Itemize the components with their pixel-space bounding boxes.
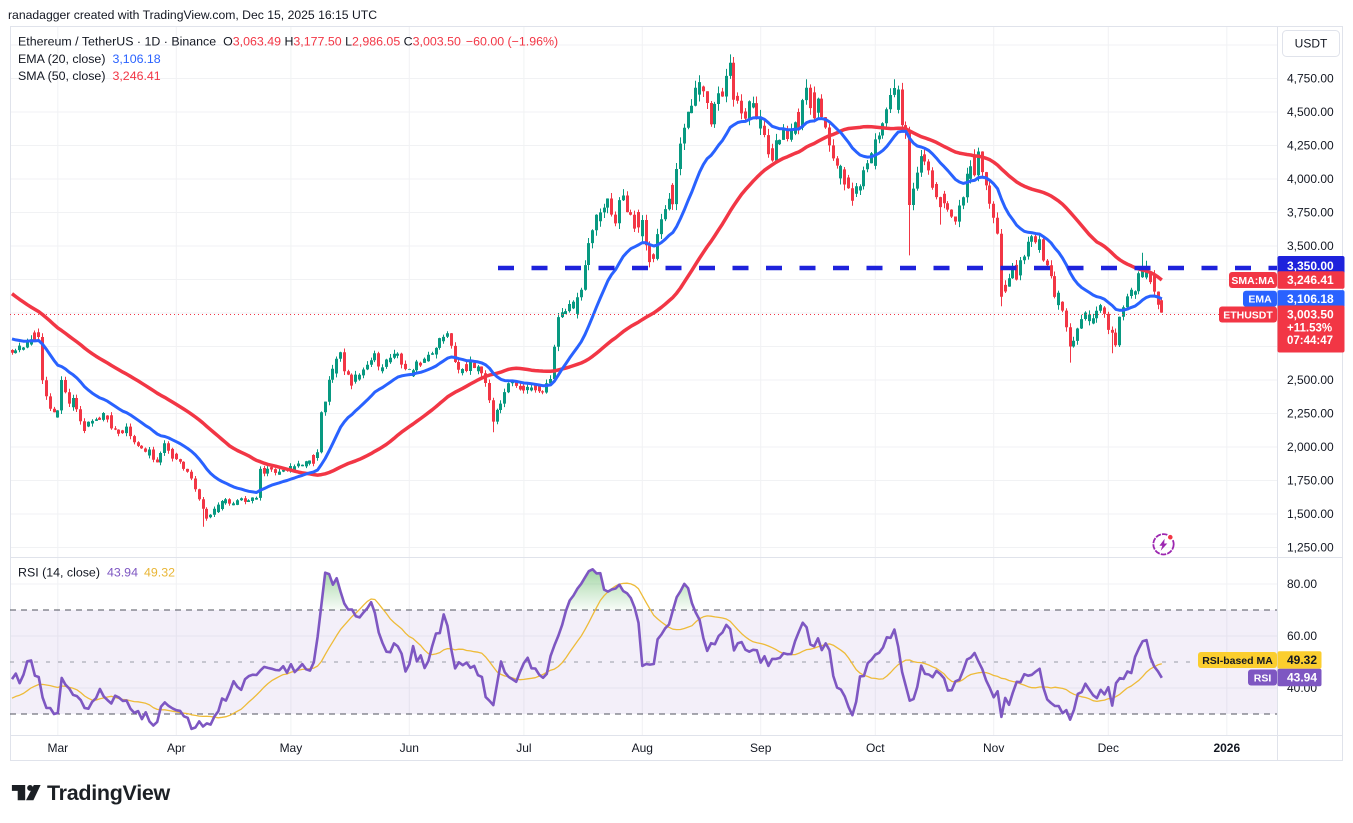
svg-text:Dec: Dec (1098, 741, 1119, 755)
svg-text:80.00: 80.00 (1287, 577, 1317, 591)
svg-text:TradingView: TradingView (47, 781, 171, 805)
svg-text:Jun: Jun (400, 741, 419, 755)
svg-text:Ethereum / TetherUS · 1D · Bin: Ethereum / TetherUS · 1D · Binance O3,063… (18, 35, 558, 49)
svg-text:May: May (280, 741, 303, 755)
svg-text:Mar: Mar (47, 741, 68, 755)
svg-text:3,246.41: 3,246.41 (1287, 273, 1334, 287)
svg-text:ranadagger created with Tradin: ranadagger created with TradingView.com,… (8, 8, 377, 22)
svg-text:EMA: EMA (1248, 294, 1272, 306)
svg-text:3,350.00: 3,350.00 (1287, 259, 1334, 273)
svg-text:Sep: Sep (750, 741, 772, 755)
svg-text:Jul: Jul (516, 741, 531, 755)
svg-text:Apr: Apr (167, 741, 186, 755)
svg-text:+11.53%: +11.53% (1287, 323, 1332, 335)
svg-text:07:44:47: 07:44:47 (1287, 335, 1333, 347)
svg-text:49.32: 49.32 (1287, 653, 1317, 667)
svg-text:ETHUSDT: ETHUSDT (1223, 309, 1273, 321)
svg-text:Oct: Oct (866, 741, 885, 755)
svg-text:4,500.00: 4,500.00 (1287, 105, 1334, 119)
svg-text:3,106.18: 3,106.18 (1287, 292, 1334, 306)
svg-text:3,003.50: 3,003.50 (1287, 308, 1334, 322)
svg-text:2,500.00: 2,500.00 (1287, 373, 1334, 387)
svg-text:1,500.00: 1,500.00 (1287, 507, 1334, 521)
svg-text:1,250.00: 1,250.00 (1287, 541, 1334, 555)
svg-text:SMA (50, close)3,246.41: SMA (50, close) 3,246.41 (18, 69, 161, 83)
svg-text:4,250.00: 4,250.00 (1287, 139, 1334, 153)
svg-text:60.00: 60.00 (1287, 629, 1317, 643)
svg-text:RSI: RSI (1254, 672, 1272, 684)
svg-text:Nov: Nov (983, 741, 1004, 755)
svg-text:2,250.00: 2,250.00 (1287, 407, 1334, 421)
svg-text:EMA (20, close)3,106.18: EMA (20, close) 3,106.18 (18, 52, 161, 66)
svg-text:3,750.00: 3,750.00 (1287, 206, 1334, 220)
svg-text:43.94: 43.94 (1287, 671, 1317, 685)
svg-text:USDT: USDT (1295, 37, 1328, 51)
svg-text:Aug: Aug (632, 741, 653, 755)
svg-text:SMA:MA: SMA:MA (1231, 275, 1275, 287)
svg-text:2026: 2026 (1213, 741, 1240, 755)
svg-text:3,500.00: 3,500.00 (1287, 239, 1334, 253)
svg-text:4,750.00: 4,750.00 (1287, 72, 1334, 86)
svg-text:1,750.00: 1,750.00 (1287, 474, 1334, 488)
svg-text:4,000.00: 4,000.00 (1287, 172, 1334, 186)
svg-text:RSI-based MA: RSI-based MA (1202, 655, 1273, 667)
svg-text:2,000.00: 2,000.00 (1287, 440, 1334, 454)
